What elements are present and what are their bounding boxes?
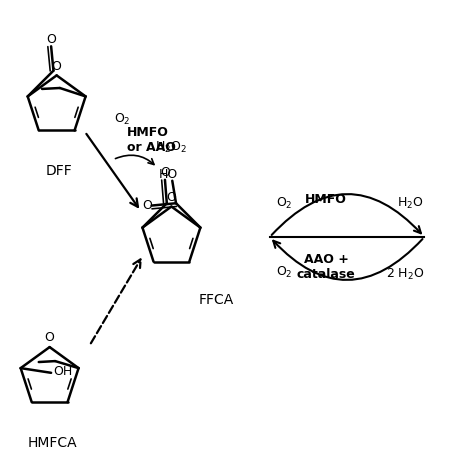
Text: O: O (166, 191, 176, 204)
Text: HMFO
or AAO: HMFO or AAO (127, 126, 176, 154)
FancyArrowPatch shape (273, 239, 422, 280)
Text: H$_2$O$_2$: H$_2$O$_2$ (155, 139, 187, 155)
Text: O: O (142, 199, 152, 212)
Text: O: O (45, 331, 55, 344)
Text: HMFO: HMFO (305, 193, 347, 206)
Text: FFCA: FFCA (198, 293, 234, 307)
FancyArrowPatch shape (272, 194, 421, 235)
FancyArrowPatch shape (115, 155, 154, 164)
Text: AAO +
catalase: AAO + catalase (297, 254, 356, 282)
Text: 2 H$_2$O: 2 H$_2$O (386, 267, 425, 282)
Text: O: O (160, 166, 170, 179)
Text: O$_2$: O$_2$ (275, 196, 292, 211)
Text: H$_2$O: H$_2$O (397, 196, 424, 211)
Text: O: O (46, 33, 56, 46)
Text: O: O (52, 60, 62, 73)
Text: O$_2$: O$_2$ (114, 112, 130, 128)
Text: HMFCA: HMFCA (27, 436, 77, 450)
Text: DFF: DFF (46, 164, 73, 178)
Text: O$_2$: O$_2$ (275, 264, 292, 280)
Text: OH: OH (54, 365, 73, 378)
Text: HO: HO (159, 168, 178, 181)
